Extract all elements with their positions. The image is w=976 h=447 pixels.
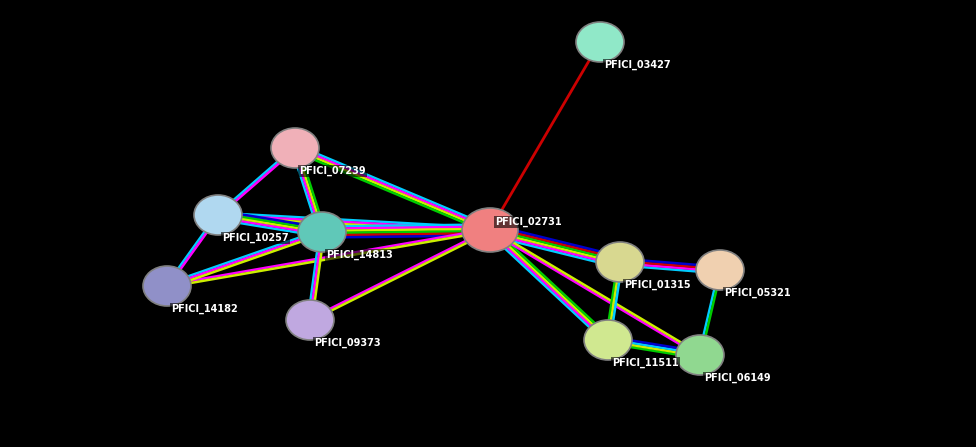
Text: PFICI_01315: PFICI_01315 (624, 280, 691, 290)
Text: PFICI_11511: PFICI_11511 (612, 358, 678, 368)
Text: PFICI_06149: PFICI_06149 (704, 373, 771, 383)
Ellipse shape (298, 212, 346, 252)
Text: PFICI_02731: PFICI_02731 (495, 217, 561, 227)
Ellipse shape (286, 300, 334, 340)
Ellipse shape (576, 22, 624, 62)
Ellipse shape (462, 208, 518, 252)
Text: PFICI_14813: PFICI_14813 (326, 250, 392, 260)
Ellipse shape (271, 128, 319, 168)
Ellipse shape (194, 195, 242, 235)
Ellipse shape (596, 242, 644, 282)
Ellipse shape (584, 320, 632, 360)
Ellipse shape (676, 335, 724, 375)
Text: PFICI_05321: PFICI_05321 (724, 288, 791, 298)
Ellipse shape (143, 266, 191, 306)
Text: PFICI_09373: PFICI_09373 (314, 338, 381, 348)
Text: PFICI_03427: PFICI_03427 (604, 60, 671, 70)
Text: PFICI_14182: PFICI_14182 (171, 304, 238, 314)
Text: PFICI_10257: PFICI_10257 (222, 233, 289, 243)
Ellipse shape (696, 250, 744, 290)
Text: PFICI_07239: PFICI_07239 (299, 166, 366, 176)
